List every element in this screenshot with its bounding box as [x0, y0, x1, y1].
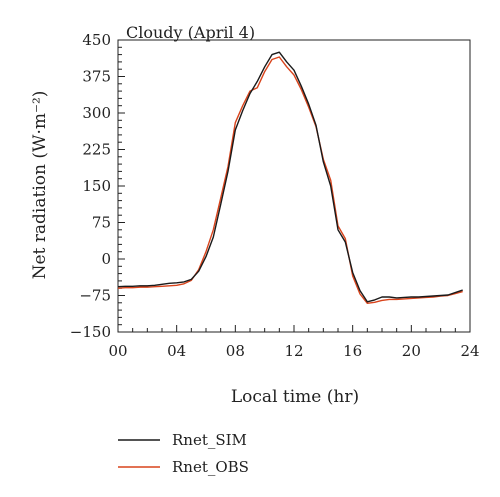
y-axis-title: Net radiation (W·m⁻²)	[30, 91, 50, 280]
x-tick-label: 16	[343, 342, 362, 360]
y-tick-label: 150	[82, 177, 111, 195]
legend: Rnet_SIM Rnet_OBS	[118, 431, 249, 476]
y-tick-label: −75	[79, 287, 111, 305]
x-tick-label: 12	[284, 342, 303, 360]
x-tick-label: 08	[226, 342, 245, 360]
x-tick-label: 04	[167, 342, 186, 360]
plot-axes: −150 −75 0 75 150 225 300 375 450 00 04 08 12 16 20 24	[70, 31, 480, 360]
y-tick-label: 300	[82, 104, 111, 122]
y-tick-label: −150	[70, 323, 111, 341]
x-tick-label: 00	[108, 342, 127, 360]
x-axis-title: Local time (hr)	[231, 387, 359, 407]
y-tick-label: 75	[92, 214, 111, 232]
x-tick-label: 20	[402, 342, 421, 360]
plot-frame	[117, 39, 471, 333]
y-tick-label: 375	[82, 68, 111, 86]
y-tick-label: 225	[82, 141, 111, 159]
series-lines	[117, 51, 463, 304]
chart-title: Cloudy (April 4)	[126, 23, 255, 42]
y-tick-label: 450	[82, 31, 111, 49]
legend-label: Rnet_SIM	[172, 431, 247, 449]
series-line-rnet-sim	[117, 51, 463, 303]
legend-label: Rnet_OBS	[172, 458, 249, 476]
y-tick-label: 0	[101, 250, 111, 268]
x-tick-label: 24	[460, 342, 479, 360]
series-line-rnet-obs	[117, 56, 463, 304]
